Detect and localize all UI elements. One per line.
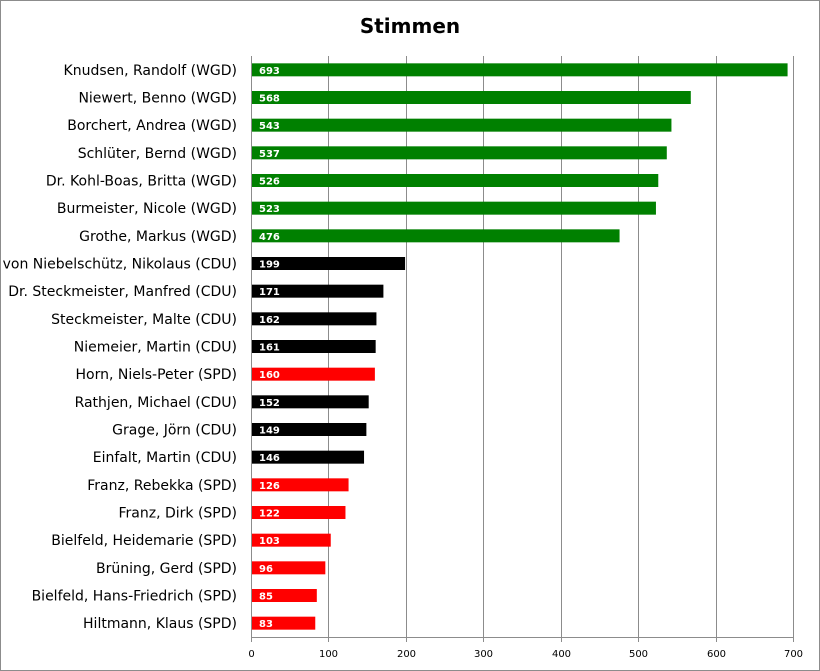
x-tick-label: 200 [397, 649, 416, 660]
category-label: Bielfeld, Hans-Friedrich (SPD) [32, 589, 237, 605]
data-label: 693 [259, 66, 280, 77]
category-label: Steckmeister, Malte (CDU) [51, 312, 237, 328]
bar [252, 312, 377, 326]
category-label: Franz, Dirk (SPD) [118, 506, 237, 522]
chart-title: Stimmen [360, 14, 460, 38]
data-label: 83 [259, 619, 273, 630]
category-label: Horn, Niels-Peter (SPD) [76, 367, 238, 383]
category-label: Hiltmann, Klaus (SPD) [83, 616, 237, 632]
data-label: 122 [259, 509, 280, 520]
category-labels: Knudsen, Randolf (WGD) Niewert, Benno (WG… [3, 63, 237, 632]
data-label: 96 [259, 564, 273, 575]
bar [252, 478, 349, 492]
category-label: Einfalt, Martin (CDU) [93, 450, 237, 466]
data-label: 161 [259, 343, 280, 354]
x-axis-ticks: 0 100 200 300 400 500 600 700 [248, 56, 803, 660]
x-tick-label: 500 [629, 649, 648, 660]
bar [252, 395, 369, 409]
x-tick-label: 600 [707, 649, 726, 660]
data-label: 526 [259, 177, 280, 188]
data-label: 85 [259, 592, 273, 603]
category-label: von Niebelschütz, Nikolaus (CDU) [3, 257, 237, 273]
bar [252, 118, 672, 132]
x-tick-label: 300 [474, 649, 493, 660]
category-label: Grothe, Markus (WGD) [79, 229, 237, 245]
data-label: 162 [259, 315, 280, 326]
bar [252, 340, 376, 353]
category-label: Borchert, Andrea (WGD) [67, 118, 237, 134]
data-label: 152 [259, 398, 280, 409]
bar [252, 201, 656, 215]
data-label: 537 [259, 149, 280, 160]
data-label: 103 [259, 536, 280, 547]
bar [252, 367, 375, 381]
data-label: 171 [259, 287, 280, 298]
category-label: Schlüter, Bernd (WGD) [78, 146, 237, 162]
bar [252, 506, 346, 519]
data-label: 146 [259, 453, 280, 464]
bar [252, 91, 691, 104]
x-tick-label: 0 [248, 649, 254, 660]
data-label: 568 [259, 94, 280, 105]
bar [252, 257, 406, 270]
category-label: Niewert, Benno (WGD) [78, 91, 237, 107]
category-label: Dr. Kohl-Boas, Britta (WGD) [46, 174, 237, 190]
data-label: 160 [259, 370, 280, 381]
category-label: Rathjen, Michael (CDU) [75, 395, 237, 411]
data-label: 543 [259, 121, 280, 132]
category-label: Knudsen, Randolf (WGD) [64, 63, 237, 79]
bars: 693 568 543 537 526 523 476 199 171 162 161 160 152 1… [252, 63, 788, 630]
bar [252, 533, 331, 547]
bar [252, 63, 788, 77]
bar [252, 146, 667, 160]
x-tick-label: 100 [319, 649, 338, 660]
x-tick-label: 400 [552, 649, 571, 660]
bar [252, 561, 326, 575]
bar [252, 616, 316, 630]
x-tick-label: 700 [784, 649, 803, 660]
category-label: Niemeier, Martin (CDU) [74, 340, 237, 356]
category-label: Grage, Jörn (CDU) [112, 423, 237, 439]
data-label: 523 [259, 204, 280, 215]
bar [252, 423, 367, 436]
data-label: 149 [259, 426, 280, 437]
data-label: 199 [259, 260, 280, 271]
category-label: Franz, Rebekka (SPD) [87, 478, 237, 494]
category-label: Dr. Steckmeister, Manfred (CDU) [8, 284, 237, 300]
bar [252, 450, 365, 464]
gridlines [328, 56, 794, 637]
category-label: Burmeister, Nicole (WGD) [57, 201, 237, 217]
bar [252, 174, 659, 187]
data-label: 126 [259, 481, 280, 492]
category-label: Brüning, Gerd (SPD) [96, 561, 237, 577]
bar [252, 284, 384, 298]
data-label: 476 [259, 232, 280, 243]
bar [252, 229, 620, 243]
bar [252, 589, 317, 602]
category-label: Bielfeld, Heidemarie (SPD) [51, 533, 237, 549]
